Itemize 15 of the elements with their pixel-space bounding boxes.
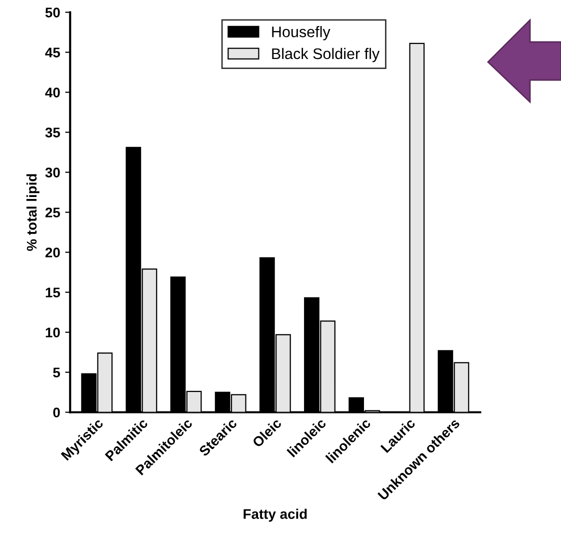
y-tick-label: 45 <box>45 48 60 58</box>
y-tick-label: 25 <box>45 208 60 218</box>
y-tick-label: 5 <box>53 368 60 378</box>
y-tick-label: 0 <box>53 408 60 418</box>
y-tick-label: 15 <box>46 288 60 298</box>
y-tick-label: 35 <box>45 128 60 138</box>
y-tick-label: 20 <box>45 248 60 258</box>
y-axis-title: % total lipid <box>26 174 40 251</box>
legend-label: Housefly <box>272 26 330 40</box>
y-tick-label: 10 <box>46 328 60 338</box>
legend-label: Black Soldier fly <box>272 48 380 62</box>
y-tick-label: 40 <box>45 88 60 98</box>
x-axis-title: Fatty acid <box>244 508 307 522</box>
y-tick-label: 30 <box>45 168 60 178</box>
y-tick-label: 50 <box>45 8 60 18</box>
